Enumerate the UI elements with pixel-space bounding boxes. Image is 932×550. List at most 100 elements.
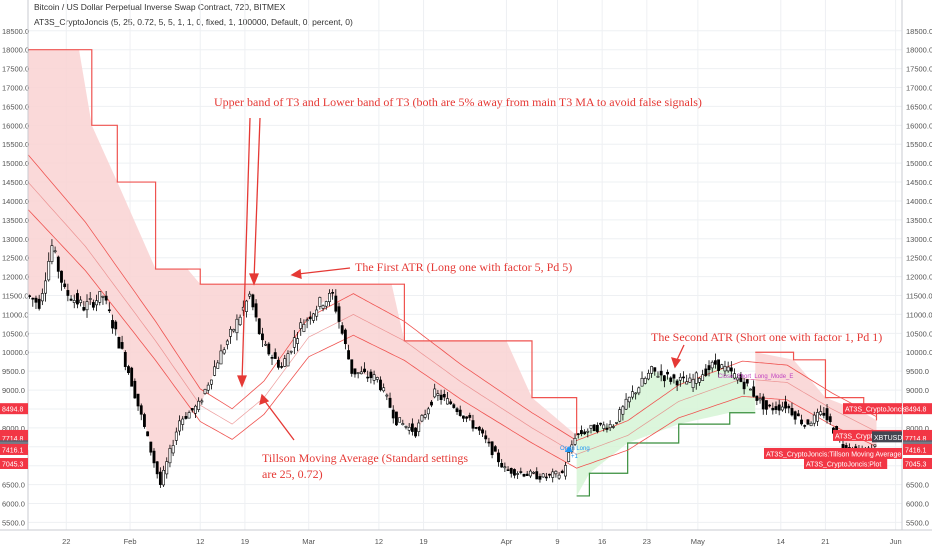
candle-body xyxy=(47,261,51,281)
candle-body xyxy=(787,405,791,409)
series-label: AT3S_CryptoJoncis: xyxy=(835,433,898,440)
candle-body xyxy=(222,349,226,354)
candle-body xyxy=(733,373,736,379)
candle-body xyxy=(407,427,411,431)
candle-body xyxy=(261,333,264,341)
candle-body xyxy=(771,407,775,411)
candle-body xyxy=(289,350,293,353)
open-long-marker[interactable]: Open Long +1 xyxy=(560,446,590,460)
y-tick-label-left: 8000.0 xyxy=(2,424,25,433)
candle-body xyxy=(749,388,752,391)
candle-body xyxy=(580,430,583,435)
candle-body xyxy=(98,291,102,303)
x-tick-label: Jun xyxy=(890,537,902,546)
candle-body xyxy=(426,408,430,415)
x-tick-label: 22 xyxy=(62,537,70,546)
close-marker-label[interactable]: Close_Short_Long_Mode_E xyxy=(718,374,793,380)
candle-body xyxy=(685,381,689,385)
candle-body xyxy=(816,412,819,422)
candle-body xyxy=(318,297,322,307)
candle-body xyxy=(238,316,242,326)
time-axis[interactable]: 22 Feb 12 19 Mar 12 19 Apr 9 16 23 May 14 21 Jun xyxy=(0,529,932,546)
x-tick-label: 14 xyxy=(777,537,785,546)
price-tag-right xyxy=(903,457,932,469)
y-tick-label-left: 10000.0 xyxy=(2,348,29,357)
candle-body xyxy=(793,411,797,420)
open-long-label: Open Long xyxy=(560,446,590,452)
candle-body xyxy=(423,414,427,418)
candle-body xyxy=(790,408,794,416)
candle-body xyxy=(56,256,60,272)
candle-body xyxy=(143,414,146,427)
y-tick-label: 9000.0 xyxy=(906,386,929,395)
y-tick-label-left: 13000.0 xyxy=(2,235,29,244)
candle-body xyxy=(446,398,449,405)
candle-body xyxy=(181,418,185,425)
candle-body xyxy=(404,425,408,428)
candle-body xyxy=(500,463,504,468)
candle-body xyxy=(273,352,277,359)
candle-body xyxy=(627,396,631,403)
candle-body xyxy=(599,422,602,425)
indicator-legend[interactable]: AT3S_CryptoJoncis (5, 25, 0.72, 5, 5, 1,… xyxy=(34,17,353,27)
candle-body xyxy=(28,295,32,297)
candle-body xyxy=(107,309,111,312)
candle-body xyxy=(168,448,172,464)
arrow-head-icon xyxy=(671,357,682,369)
y-tick-label: 12500.0 xyxy=(906,254,932,263)
candle-body xyxy=(621,406,625,415)
y-tick-label: 15000.0 xyxy=(906,159,932,168)
candle-body xyxy=(796,413,800,417)
candle-body xyxy=(471,420,475,429)
candle-body xyxy=(206,384,210,391)
candle-body xyxy=(461,415,465,419)
candle-body xyxy=(768,404,772,407)
candle-body xyxy=(372,374,376,381)
candle-body xyxy=(276,359,280,368)
candle-body xyxy=(573,437,577,445)
candle-body xyxy=(308,316,312,320)
candle-body xyxy=(53,250,57,253)
candle-body xyxy=(174,431,178,441)
candle-body xyxy=(800,419,803,425)
x-tick-label: Mar xyxy=(302,537,315,546)
series-label: AT3S_CryptoJoncis:Plot xyxy=(806,461,881,468)
candle-body xyxy=(127,366,130,374)
candle-body xyxy=(216,362,220,369)
candle-body xyxy=(557,474,561,479)
candle-body xyxy=(321,305,325,309)
band-fills xyxy=(28,49,877,496)
x-tick-label: May xyxy=(691,537,705,546)
candle-body xyxy=(149,441,153,453)
candle-body xyxy=(615,422,618,424)
candle-body xyxy=(79,299,83,303)
candle-body xyxy=(713,360,717,365)
y-tick-label: 6000.0 xyxy=(906,500,929,509)
candle-body xyxy=(302,324,306,332)
candle-body xyxy=(375,377,379,380)
candle-body xyxy=(656,375,660,378)
indicator-lines xyxy=(27,49,878,497)
x-tick-label: 23 xyxy=(643,537,651,546)
candle-body xyxy=(442,393,446,398)
candle-body xyxy=(245,300,248,312)
candle-body xyxy=(624,398,628,410)
price-tag-text-left: 7416.1 xyxy=(2,447,24,454)
y-tick-label-left: 16500.0 xyxy=(2,102,29,111)
candle-body xyxy=(513,469,516,476)
y-tick-label-left: 12000.0 xyxy=(2,273,29,282)
candle-body xyxy=(433,388,437,398)
candle-body xyxy=(723,366,727,372)
price-tag-text: 7416.1 xyxy=(905,447,927,454)
candle-body xyxy=(717,359,721,371)
candle-body xyxy=(468,414,472,418)
symbol-tag xyxy=(872,431,902,443)
series-label: AT3S_CryptoJoncis xyxy=(845,407,907,414)
candle-body xyxy=(637,387,641,394)
candle-body xyxy=(484,435,488,440)
candle-body xyxy=(506,469,510,472)
candle-body xyxy=(490,441,494,456)
candle-body xyxy=(299,322,303,329)
candle-body xyxy=(720,364,724,369)
